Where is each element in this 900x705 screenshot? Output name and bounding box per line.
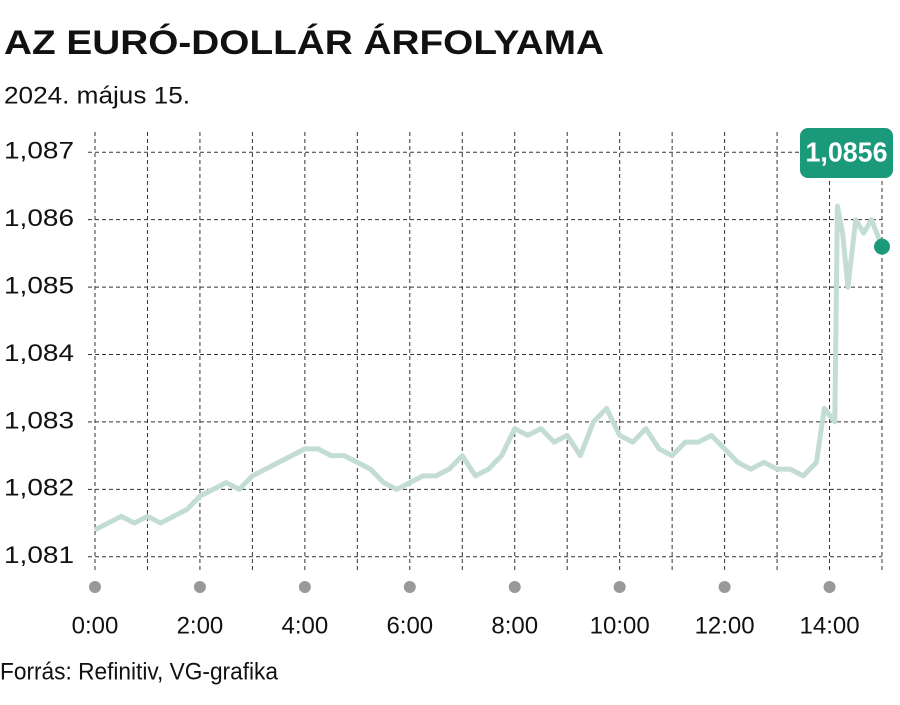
x-tick-label: 4:00: [282, 612, 329, 639]
y-tick-label: 1,087: [4, 138, 74, 165]
x-tick-label: 10:00: [590, 612, 650, 639]
y-tick-label: 1,086: [4, 205, 74, 232]
x-tick-dot: [823, 581, 836, 593]
y-tick-label: 1,083: [4, 407, 74, 434]
x-tick-dot: [298, 581, 311, 593]
chart-subtitle: 2024. május 15.: [4, 82, 190, 109]
x-tick-label: 8:00: [491, 612, 538, 639]
x-tick-label: 12:00: [695, 612, 755, 639]
x-tick-dot: [403, 581, 416, 593]
x-tick-label: 0:00: [72, 612, 119, 639]
source-note: Forrás: Refinitiv, VG-grafika: [0, 658, 279, 685]
x-tick-dot: [193, 581, 206, 593]
y-tick-label: 1,081: [4, 542, 74, 569]
x-tick-label: 6:00: [386, 612, 433, 639]
x-tick-dot: [508, 581, 521, 593]
x-tick-dot: [89, 581, 101, 593]
price-line: [93, 203, 885, 533]
y-tick-label: 1,085: [4, 272, 74, 299]
x-tick-label: 14:00: [800, 612, 860, 639]
y-tick-label: 1,082: [4, 475, 74, 502]
y-tick-label: 1,084: [4, 340, 74, 367]
chart-title: AZ EURÓ-DOLLÁR ÁRFOLYAMA: [4, 24, 604, 62]
last-point: [874, 238, 890, 255]
value-label: 1,0856: [806, 136, 888, 167]
x-tick-label: 2:00: [177, 612, 224, 639]
x-tick-dot: [613, 581, 626, 593]
value-label-box: [800, 128, 893, 178]
x-tick-dot: [718, 581, 731, 593]
